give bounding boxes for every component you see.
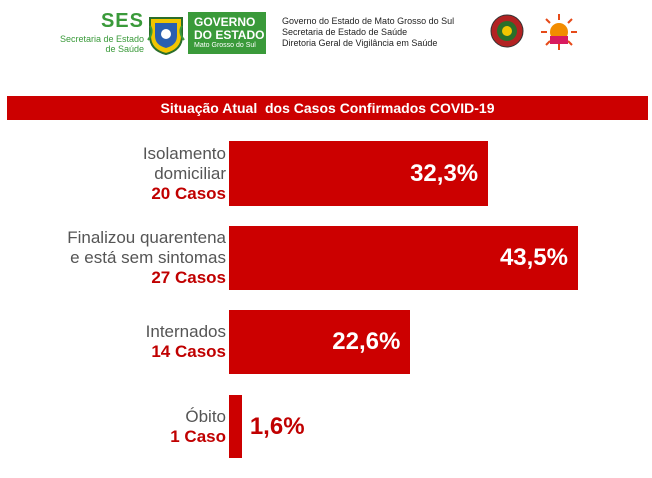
gov-line-3: Mato Grosso do Sul [194, 42, 256, 49]
bar [229, 310, 411, 374]
bar-value-label: 43,5% [499, 244, 568, 271]
category-label-line: Finalizou quarentena [67, 228, 226, 247]
header: SES Secretaria de Estado de Saúde GOVERN… [0, 0, 652, 70]
category-label: Finalizou quarentena e está sem sintomas 2… [67, 228, 226, 288]
governo-logo: GOVERNO DO ESTADO Mato Grosso do Sul [188, 12, 266, 54]
bar-value-label: 22,6% [332, 328, 401, 355]
category-label: Isolamento domiciliar 20 Casos [143, 144, 226, 204]
emblem-icon [490, 14, 524, 48]
ses-title: SES [100, 10, 144, 32]
ses-logo: SES Secretaria de Estado de Saúde [58, 10, 144, 58]
bar-value-label: 32,3% [410, 159, 479, 187]
category-label-line: Óbito [185, 406, 226, 426]
category-label-line: domiciliar [154, 163, 226, 183]
gov-line-1: GOVERNO [194, 15, 256, 29]
category-label-line: Isolamento [142, 143, 226, 163]
bar [229, 141, 489, 206]
sun-logo-icon [541, 14, 577, 50]
case-count-label: 27 Casos [151, 268, 226, 287]
gov-line-2: DO ESTADO [194, 28, 265, 42]
case-count-label: 20 Casos [151, 183, 226, 203]
org-line-1: Governo do Estado de Mato Grosso do Sul [282, 16, 455, 26]
bar [229, 226, 578, 290]
ses-subtitle: Secretaria de Estado de Saúde [54, 34, 144, 54]
org-line-3: Diretoria Geral de Vigilância em Saúde [282, 38, 438, 48]
category-label-line: Internados [145, 322, 226, 341]
case-count-label: 1 Caso [170, 426, 226, 446]
coat-of-arms-icon [147, 17, 185, 56]
chart-title: Situação Atual dos Casos Confirmados COV… [7, 96, 648, 120]
org-line-2: Secretaria de Estado de Saúde [282, 27, 408, 37]
ses-subtitle-line-1: Secretaria de Estado [59, 34, 144, 44]
category-label: Internados 14 Casos [146, 322, 226, 362]
category-label-line: e está sem sintomas [70, 248, 226, 267]
bar [229, 395, 242, 458]
case-count-label: 14 Casos [151, 342, 226, 361]
ses-subtitle-line-2: de Saúde [105, 44, 144, 54]
bar-value-label: 1,6% [249, 412, 305, 440]
category-label: Óbito 1 Caso [170, 407, 226, 447]
organization-text: Governo do Estado de Mato Grosso do Sul … [282, 16, 454, 49]
